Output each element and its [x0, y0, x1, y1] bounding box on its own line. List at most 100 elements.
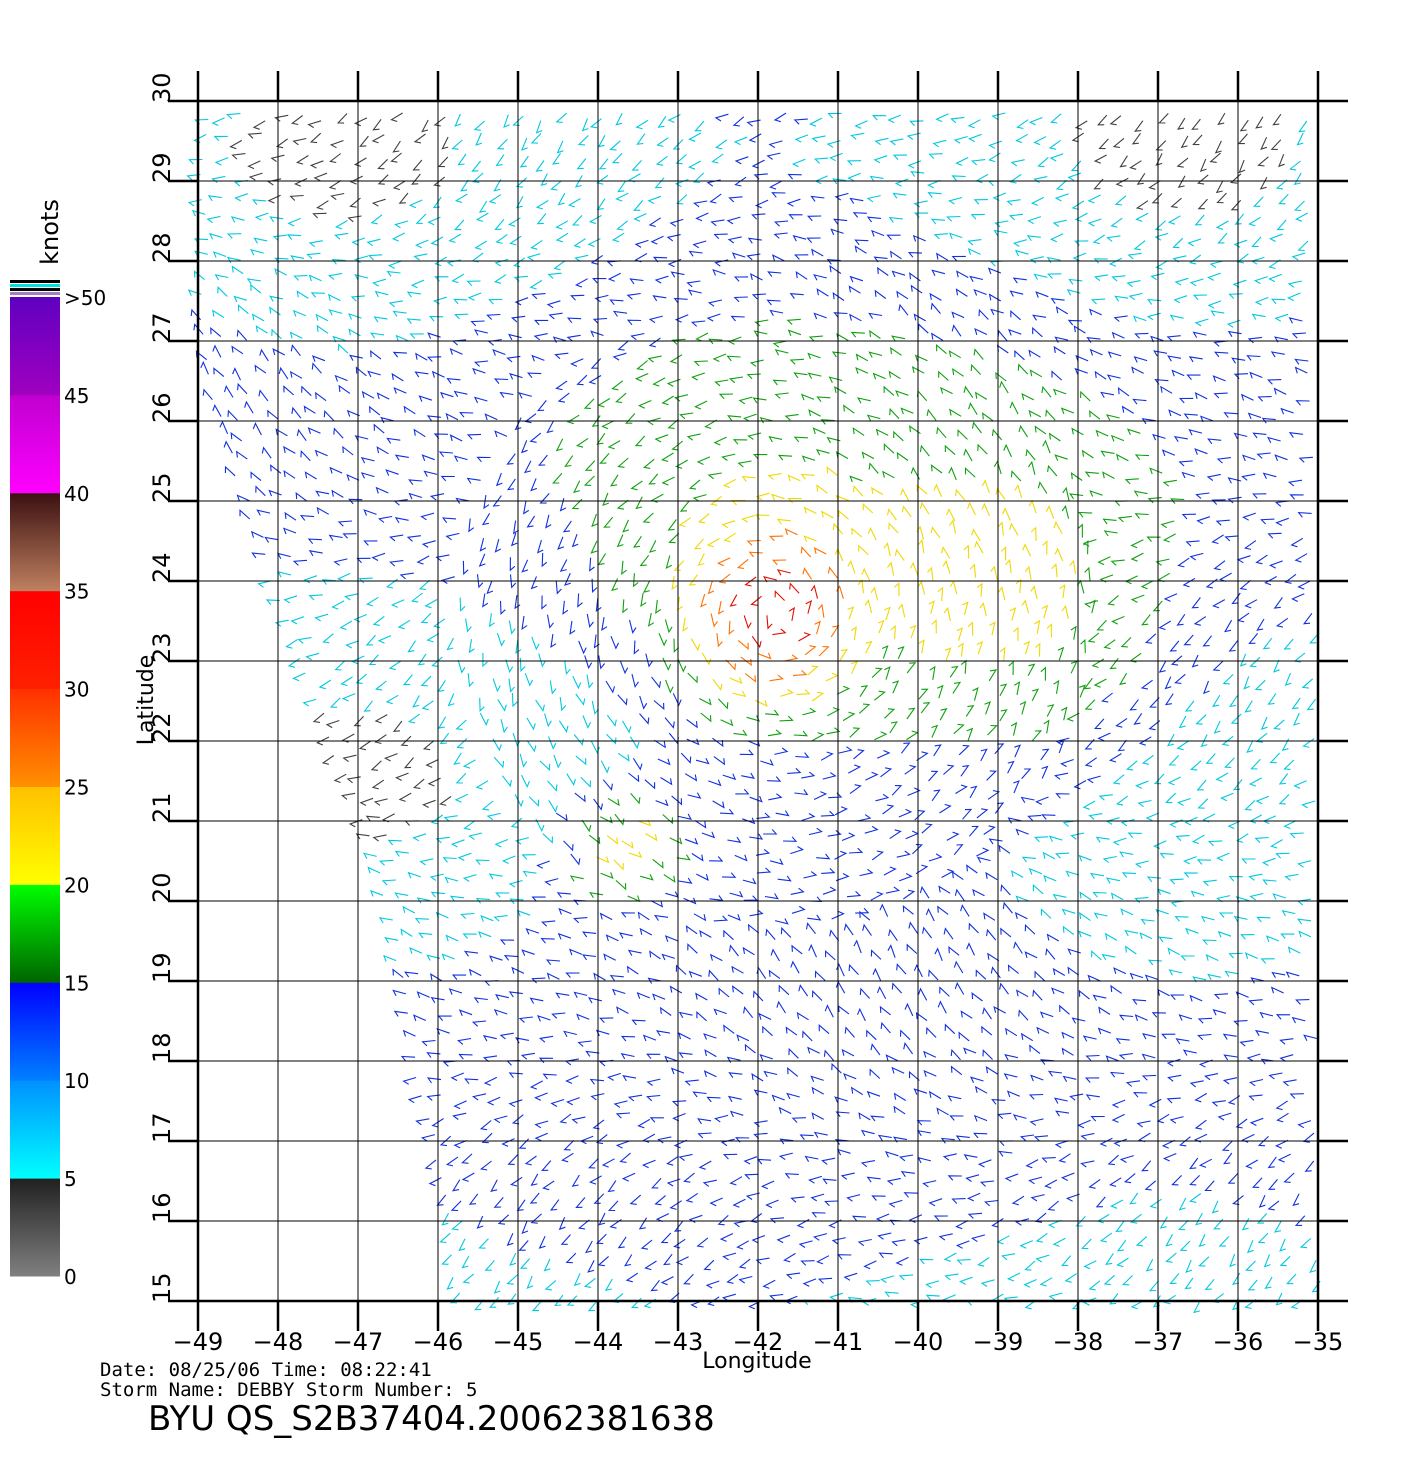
wind-vector	[1071, 200, 1085, 211]
wind-vector	[1302, 738, 1315, 748]
colorbar-top-stripe	[10, 288, 60, 291]
wind-vector	[1047, 1200, 1059, 1211]
wind-vector	[631, 673, 639, 689]
wind-vector	[256, 509, 271, 516]
wind-vector	[784, 414, 799, 421]
wind-vector	[1130, 552, 1144, 562]
wind-vector	[688, 1214, 703, 1223]
wind-vector	[669, 354, 683, 364]
wind-vector	[951, 324, 962, 337]
wind-vector	[837, 1254, 852, 1260]
wind-vector	[1233, 915, 1248, 923]
wind-vector	[975, 969, 987, 980]
wind-vector	[365, 634, 376, 646]
wind-vector	[1177, 557, 1190, 568]
wind-vector	[800, 546, 812, 558]
wind-vector	[473, 360, 489, 367]
wind-vector	[931, 619, 937, 634]
wind-vector	[948, 232, 963, 240]
wind-vector	[806, 237, 821, 243]
wind-vector	[637, 911, 650, 921]
wind-vector	[428, 1177, 442, 1187]
wind-vector	[566, 317, 582, 324]
wind-vector	[206, 215, 221, 224]
wind-vector	[556, 892, 571, 898]
wind-vector	[516, 909, 531, 917]
wind-vector	[1290, 537, 1304, 548]
wind-vector	[718, 393, 734, 400]
wind-vector	[518, 1138, 530, 1149]
wind-vector	[1264, 576, 1277, 586]
wind-vector	[826, 436, 841, 444]
wind-vector	[787, 329, 802, 337]
wind-vector	[943, 927, 954, 940]
wind-vector	[913, 313, 926, 322]
wind-vector	[569, 620, 576, 635]
wind-vector	[425, 759, 439, 768]
wind-vector	[224, 465, 236, 477]
wind-vector	[494, 258, 509, 267]
wind-vector	[539, 760, 551, 772]
wind-vector	[1309, 1260, 1317, 1273]
wind-vector	[896, 850, 911, 858]
wind-vector	[367, 370, 381, 378]
wind-vector	[353, 715, 364, 727]
wind-vector	[855, 907, 870, 914]
wind-vector	[441, 1254, 452, 1265]
wind-vector	[731, 965, 744, 974]
wind-vector	[1231, 1195, 1244, 1206]
wind-vector	[438, 451, 453, 458]
wind-vector	[755, 848, 771, 856]
wind-vector	[857, 579, 865, 594]
wind-vector	[723, 929, 734, 941]
wind-vector	[355, 673, 367, 684]
wind-vector	[1134, 513, 1149, 519]
wind-vector	[611, 578, 619, 592]
wind-vector	[463, 820, 476, 831]
wind-vector	[697, 1118, 712, 1125]
wind-vector	[996, 1112, 1012, 1120]
wind-vector	[1116, 1239, 1127, 1252]
wind-vector	[851, 527, 863, 538]
wind-vector	[660, 777, 673, 786]
wind-vector	[1087, 194, 1101, 204]
wind-vector	[733, 276, 749, 282]
wind-vector	[805, 922, 816, 935]
wind-vector	[312, 212, 327, 219]
wind-vector	[831, 910, 845, 920]
wind-vector	[939, 707, 948, 721]
wind-vector	[598, 158, 609, 170]
wind-vector	[541, 552, 548, 568]
wind-vector	[753, 1089, 768, 1096]
wind-vector	[917, 987, 928, 1001]
wind-vector	[1134, 1014, 1148, 1021]
wind-vector	[872, 115, 887, 121]
wind-vector	[636, 992, 650, 999]
wind-vector	[978, 308, 989, 320]
wind-vector	[1101, 953, 1116, 961]
wind-vector	[802, 567, 813, 580]
wind-vector	[538, 653, 546, 668]
wind-vector	[408, 199, 423, 209]
wind-vector	[665, 555, 673, 570]
wind-vector	[1235, 833, 1249, 843]
wind-vector	[1089, 490, 1103, 497]
wind-vector	[753, 1132, 768, 1139]
wind-vector	[597, 1255, 609, 1267]
wind-vector	[1112, 137, 1125, 149]
wind-vector	[283, 595, 298, 604]
wind-vector	[1033, 176, 1048, 184]
wind-vector	[252, 120, 266, 130]
wind-vector	[1109, 1293, 1119, 1305]
wind-vector	[450, 839, 465, 848]
wind-vector	[693, 538, 705, 550]
wind-vector	[345, 640, 360, 649]
wind-vector	[583, 1277, 596, 1288]
wind-vector	[188, 158, 203, 165]
wind-vector	[311, 355, 326, 362]
wind-vector	[791, 1117, 806, 1123]
wind-vector	[398, 792, 412, 802]
wind-vector	[965, 704, 975, 717]
wind-vector	[1263, 1254, 1271, 1268]
wind-vector	[350, 295, 365, 302]
